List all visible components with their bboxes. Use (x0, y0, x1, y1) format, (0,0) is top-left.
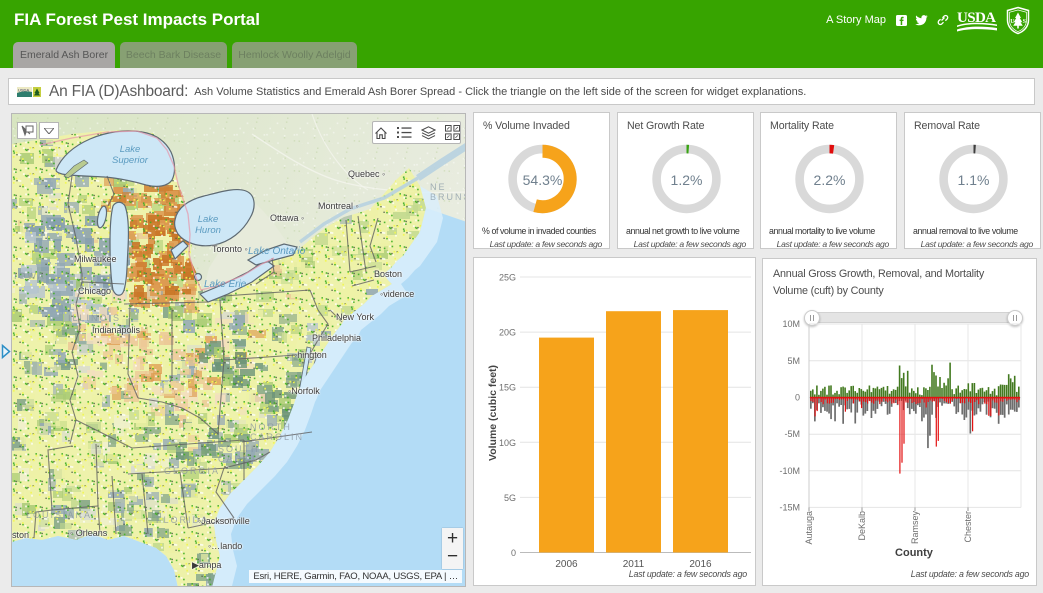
svg-text:USDA: USDA (18, 87, 29, 92)
svg-text:10G: 10G (499, 438, 516, 448)
svg-text:Chester: Chester (963, 511, 973, 543)
svg-text:0: 0 (511, 548, 516, 558)
svg-text:5M: 5M (787, 356, 800, 366)
svg-text:USDA: USDA (957, 10, 996, 26)
svg-text:2006: 2006 (555, 559, 578, 570)
svg-text:5G: 5G (504, 493, 516, 503)
svg-text:Volume (cubic feet): Volume (cubic feet) (487, 365, 499, 461)
svg-text:County: County (895, 547, 934, 559)
svg-text:-10M: -10M (779, 466, 800, 476)
svg-text:-15M: -15M (779, 502, 800, 512)
svg-text:-5M: -5M (785, 429, 801, 439)
svg-text:S: S (1023, 19, 1027, 25)
svg-text:15G: 15G (499, 383, 516, 393)
svg-text:20G: 20G (499, 328, 516, 338)
svg-text:0: 0 (795, 393, 800, 403)
svg-text:Ramsey: Ramsey (910, 511, 920, 545)
svg-text:2016: 2016 (689, 559, 712, 570)
svg-text:U: U (1010, 19, 1015, 25)
svg-text:2011: 2011 (623, 559, 645, 570)
svg-text:10M: 10M (782, 319, 800, 329)
svg-text:DeKalb: DeKalb (857, 511, 867, 541)
svg-text:Autauga: Autauga (804, 511, 814, 545)
svg-text:25G: 25G (499, 273, 516, 283)
